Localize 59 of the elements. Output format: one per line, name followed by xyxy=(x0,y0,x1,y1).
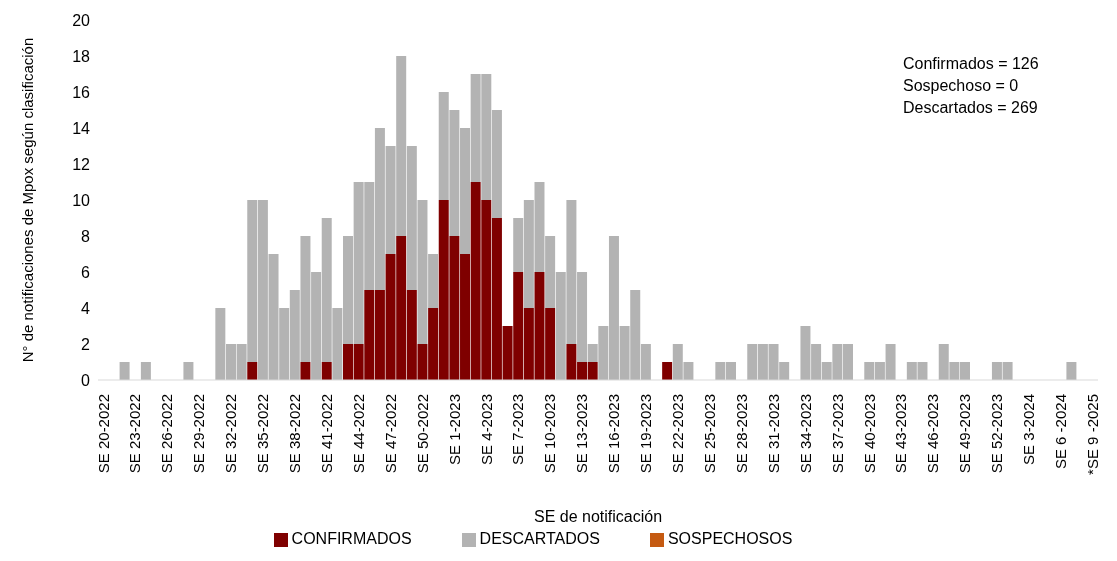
y-tick-label: 6 xyxy=(81,263,91,281)
legend-label: SOSPECHOSOS xyxy=(667,530,793,547)
annotation: Confirmados = 126 xyxy=(903,54,1039,74)
x-tick-label: SE 38-2022 xyxy=(286,394,304,474)
x-tick-label: SE 10-2023 xyxy=(541,394,559,474)
x-axis-title: SE de notificación xyxy=(533,508,663,525)
x-tick-label: SE 52-2023 xyxy=(988,394,1006,474)
x-tick-label: SE 20-2022 xyxy=(94,394,112,474)
annotation: Descartados = 269 xyxy=(903,98,1039,118)
bar xyxy=(119,362,130,380)
x-tick-label: SE 29-2022 xyxy=(190,394,208,474)
y-tick-label: 18 xyxy=(72,47,91,65)
legend-label: CONFIRMADOS xyxy=(291,530,412,547)
annotation: Sospechoso = 0 xyxy=(903,76,1020,96)
bar xyxy=(140,362,151,380)
x-tick-label: SE 25-2023 xyxy=(700,394,718,474)
x-tick-label: SE 43-2023 xyxy=(892,394,910,474)
x-tick-label: SE 37-2023 xyxy=(828,394,846,474)
x-tick-label: SE 41-2022 xyxy=(317,394,335,474)
x-tick-label: SE 35-2022 xyxy=(254,394,272,474)
bar xyxy=(1066,362,1077,380)
x-tick-label: SE 47-2022 xyxy=(381,394,399,474)
y-tick-label: 10 xyxy=(72,191,91,209)
bar xyxy=(183,362,194,380)
x-tick-label: SE 49-2023 xyxy=(956,394,974,474)
y-tick-label: 12 xyxy=(72,155,91,173)
x-tick-label: SE 46-2023 xyxy=(924,394,942,474)
x-tick-label: SE 6 -2024 xyxy=(1052,394,1070,470)
y-tick-label: 8 xyxy=(81,227,91,245)
y-tick-label: 0 xyxy=(81,371,91,389)
y-tick-label: 4 xyxy=(81,299,91,317)
x-tick-label: SE 34-2023 xyxy=(796,394,814,474)
x-tick-label: SE 23-2022 xyxy=(126,394,144,474)
x-tick-label: SE 32-2022 xyxy=(222,394,240,474)
x-tick-label: SE 28-2023 xyxy=(732,394,750,474)
x-tick-label: SE 13-2023 xyxy=(573,394,591,474)
bar xyxy=(662,362,673,380)
x-tick-label: SE 1-2023 xyxy=(445,394,463,465)
y-tick-label: 14 xyxy=(72,119,91,137)
x-tick-label: SE 26-2022 xyxy=(158,394,176,474)
x-tick-label: SE 22-2023 xyxy=(669,394,687,474)
y-tick-label: 20 xyxy=(72,11,91,29)
x-tick-label: SE 50-2022 xyxy=(413,394,431,474)
bar xyxy=(321,362,332,380)
x-tick-label: SE 3-2024 xyxy=(1020,394,1038,465)
y-axis-title: N° de notificaciones de Mpox según clasificación xyxy=(19,37,37,363)
x-tick-label: *SE 9 -2025 xyxy=(1083,394,1101,475)
x-tick-label: SE 19-2023 xyxy=(637,394,655,474)
bar xyxy=(247,362,258,380)
legend-label: DESCARTADOS xyxy=(479,530,600,547)
y-tick-label: 16 xyxy=(72,83,91,101)
y-tick-label: 2 xyxy=(81,335,91,353)
x-tick-label: SE 40-2023 xyxy=(860,394,878,474)
x-tick-label: SE 7-2023 xyxy=(509,394,527,465)
x-tick-label: SE 4-2023 xyxy=(477,394,495,465)
x-tick-label: SE 31-2023 xyxy=(764,394,782,474)
x-tick-label: SE 16-2023 xyxy=(605,394,623,474)
bar xyxy=(300,362,311,380)
x-tick-label: SE 44-2022 xyxy=(349,394,367,474)
